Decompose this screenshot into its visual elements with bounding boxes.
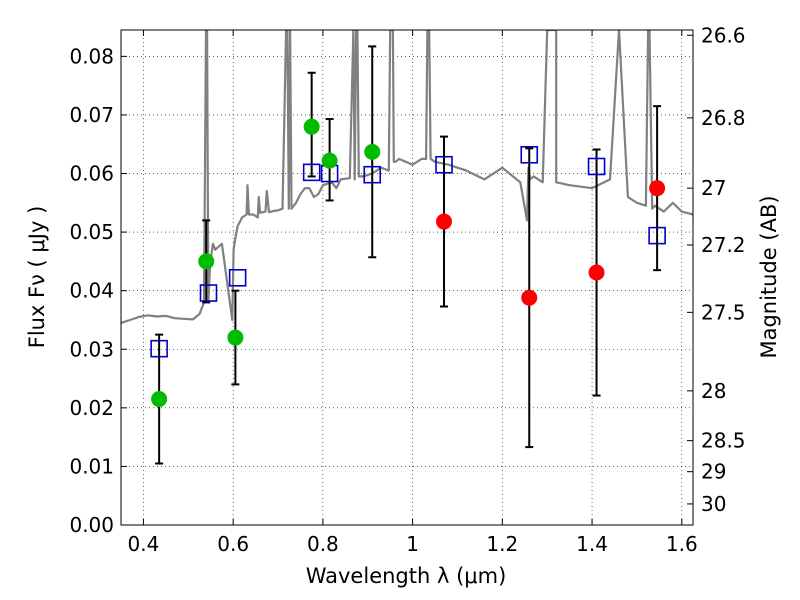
x-tick-label: 1.6 [666, 532, 698, 556]
right-tick-label: 26.6 [701, 23, 746, 47]
right-tick-label: 30 [701, 492, 726, 516]
model-square-point [199, 284, 218, 302]
green-data-point [303, 118, 320, 135]
x-axis-label: Wavelength λ (μm) [306, 564, 507, 588]
right-tick-label: 26.8 [701, 106, 746, 130]
y-axis-label: Flux Fν ( μJy ) [25, 206, 49, 349]
right-axis-label: Magnitude (AB) [757, 195, 781, 358]
y-tick-label: 0.07 [69, 103, 114, 127]
model-square-point [228, 268, 247, 287]
y-tick-label: 0.05 [69, 220, 114, 244]
observed-points-layer [151, 118, 666, 408]
y-tick-label: 0.06 [69, 162, 114, 186]
x-tick-label: 1.4 [576, 532, 608, 556]
model-square-point [520, 145, 539, 164]
right-tick-label: 27.2 [701, 233, 746, 257]
y-tick-label: 0.03 [69, 337, 114, 361]
x-tick-label: 0.6 [217, 532, 249, 556]
x-tick-label: 0.4 [128, 532, 160, 556]
y-tick-label: 0.02 [69, 396, 114, 420]
green-data-point [198, 253, 215, 270]
red-data-point [588, 264, 605, 281]
model-spectrum-layer [121, 30, 693, 324]
green-data-point [364, 143, 381, 160]
x-tick-label: 1 [406, 532, 419, 556]
plot-frame [120, 29, 694, 526]
y-tick-label: 0.00 [69, 513, 114, 537]
model-square-point [435, 155, 453, 174]
model-square-point [150, 339, 168, 358]
right-tick-label: 27.5 [701, 300, 746, 324]
x-tick-label: 0.8 [307, 532, 339, 556]
y-tick-label: 0.01 [69, 454, 114, 478]
green-data-point [227, 329, 244, 346]
errorbars-layer [155, 45, 662, 465]
green-data-point [151, 391, 168, 408]
red-data-point [436, 213, 453, 230]
red-data-point [649, 180, 666, 197]
right-tick-label: 29 [701, 460, 726, 484]
red-data-point [521, 289, 538, 306]
x-tick-label: 1.2 [486, 532, 518, 556]
tick-labels-layer: 0.4 0.6 0.8 1 1.2 1.4 1.6 0.00 0.01 0.02 0.03 0.04 0… [69, 23, 745, 556]
y-tick-label: 0.04 [69, 279, 114, 303]
green-data-point [321, 152, 338, 169]
model-spectrum-line [121, 30, 693, 324]
model-square-point [363, 165, 382, 184]
model-photometry-layer [150, 145, 666, 358]
model-square-point [648, 226, 666, 245]
model-square-point [302, 163, 321, 182]
right-tick-label: 28 [701, 379, 726, 403]
model-square-point [587, 157, 606, 176]
right-tick-label: 27 [701, 176, 726, 200]
y-tick-label: 0.08 [69, 44, 114, 68]
ticks-layer [121, 30, 693, 526]
right-tick-label: 28.5 [701, 429, 746, 453]
grid [121, 30, 693, 525]
